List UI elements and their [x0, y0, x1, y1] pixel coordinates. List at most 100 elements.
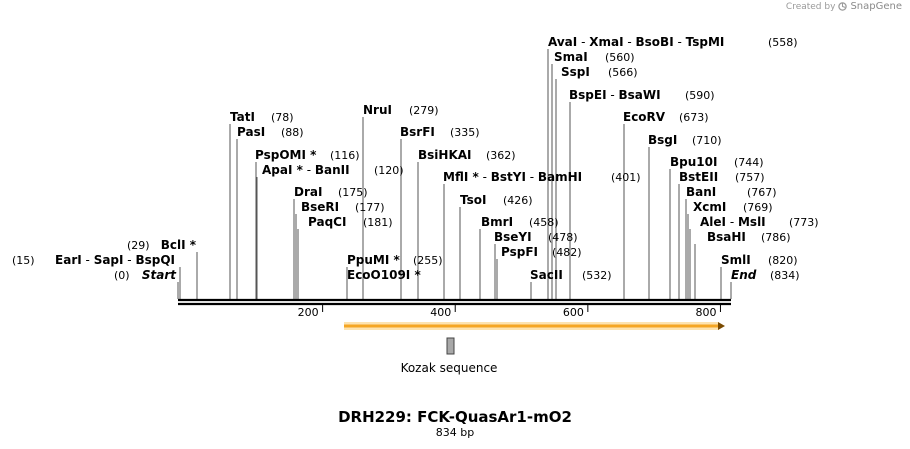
enzyme-name: PspOMI *	[255, 148, 317, 162]
site-position: (116)	[330, 149, 360, 162]
site-label: EarI - SapI - BspQI	[55, 253, 175, 267]
site-label: PasI	[237, 125, 265, 139]
site-position: (769)	[743, 201, 773, 214]
site-label: BspEI - BsaWI	[569, 88, 661, 102]
enzyme-name: BanI	[686, 185, 716, 199]
site-position: (181)	[363, 216, 393, 229]
enzyme-name: XmaI	[589, 35, 623, 49]
site-label: BseRI	[301, 200, 339, 214]
site-label: XcmI	[693, 200, 726, 214]
ruler-tick-label: 200	[298, 306, 319, 319]
features: Kozak sequence	[344, 322, 725, 375]
enzyme-name: BsiHKAI	[418, 148, 472, 162]
site-label: BsrFI	[400, 125, 435, 139]
enzyme-name: BsrFI	[400, 125, 435, 139]
enzyme-name: BclI *	[161, 238, 197, 252]
kozak-label: Kozak sequence	[401, 361, 498, 375]
site-position: (820)	[768, 254, 798, 267]
orf-arrow-head	[718, 322, 725, 330]
site-position: (255)	[413, 254, 443, 267]
enzyme-name: EcoO109I *	[347, 268, 421, 282]
ruler: 200 400 600 800	[298, 305, 721, 319]
site-labels: AvaI - XmaI - BsoBI - TspMI (558) SmaI (560…	[12, 35, 819, 282]
site-position: (744)	[734, 156, 764, 169]
site-separator: -	[479, 170, 491, 184]
plasmid-title: DRH229: FCK-QuasAr1-mO2	[338, 408, 572, 426]
site-separator: -	[726, 215, 738, 229]
site-position: (15)	[12, 254, 35, 267]
kozak-feature	[446, 337, 455, 355]
site-separator: -	[82, 253, 94, 267]
backbone	[178, 298, 731, 306]
site-position: (29)	[127, 239, 150, 252]
site-position: (335)	[450, 126, 480, 139]
enzyme-name: SapI	[94, 253, 124, 267]
site-position: (560)	[605, 51, 635, 64]
site-label: SspI	[561, 65, 590, 79]
credit-prefix: Created by	[785, 1, 836, 12]
enzyme-name: EarI	[55, 253, 82, 267]
site-position: (426)	[503, 194, 533, 207]
site-position: (0)	[114, 269, 130, 282]
enzyme-name: AleI	[700, 215, 726, 229]
site-position: (566)	[608, 66, 638, 79]
enzyme-name: BsaWI	[619, 88, 661, 102]
ruler-tick-label: 600	[563, 306, 584, 319]
credit: Created by SnapGene	[786, 1, 902, 12]
site-label: TatI	[230, 110, 255, 124]
site-position: (710)	[692, 134, 722, 147]
site-position: (786)	[761, 231, 791, 244]
enzyme-name: TsoI	[460, 193, 486, 207]
site-separator: -	[624, 35, 636, 49]
site-label: SmlI	[721, 253, 751, 267]
credit-brand: SnapGene	[850, 1, 902, 12]
site-position: (773)	[789, 216, 819, 229]
enzyme-name: PasI	[237, 125, 265, 139]
site-position: (482)	[552, 246, 582, 259]
site-position: (279)	[409, 104, 439, 117]
plasmid-length: 834 bp	[435, 426, 475, 439]
site-separator: -	[577, 35, 589, 49]
site-position: (120)	[374, 164, 404, 177]
site-separator: -	[607, 88, 619, 102]
site-label: PpuMI *	[347, 253, 401, 267]
enzyme-name: SspI	[561, 65, 590, 79]
site-position: (532)	[582, 269, 612, 282]
site-label: TsoI	[460, 193, 486, 207]
enzyme-name: BseYI	[494, 230, 532, 244]
site-label: AvaI - XmaI - BsoBI - TspMI	[548, 35, 724, 49]
enzyme-name: BamHI	[538, 170, 582, 184]
enzyme-name: BstYI	[491, 170, 526, 184]
site-label: Start	[142, 268, 177, 282]
enzyme-name: SmlI	[721, 253, 751, 267]
enzyme-name: BstEII	[679, 170, 718, 184]
site-label: BclI *	[161, 238, 197, 252]
enzyme-name: BsaHI	[707, 230, 746, 244]
site-label: EcoO109I *	[347, 268, 421, 282]
site-label: PspOMI *	[255, 148, 317, 162]
enzyme-name: XcmI	[693, 200, 726, 214]
site-separator: -	[674, 35, 686, 49]
site-lines	[177, 49, 732, 299]
site-label: AleI - MslI	[700, 215, 766, 229]
site-label: MflI * - BstYI - BamHI	[443, 170, 582, 184]
enzyme-name: BmrI	[481, 215, 513, 229]
enzyme-name: DraI	[294, 185, 322, 199]
site-position: (558)	[768, 36, 798, 49]
enzyme-name: TspMI	[686, 35, 725, 49]
site-position: (478)	[548, 231, 578, 244]
site-label: End	[731, 268, 757, 282]
enzyme-name: BspEI	[569, 88, 607, 102]
enzyme-name: MslI	[738, 215, 766, 229]
enzyme-name: BsgI	[648, 133, 677, 147]
site-label: BanI	[686, 185, 716, 199]
site-label: SmaI	[554, 50, 588, 64]
site-label: ApaI * - BanII	[262, 163, 350, 177]
site-position: (78)	[271, 111, 294, 124]
enzyme-name: PaqCI	[308, 215, 346, 229]
site-label: BmrI	[481, 215, 513, 229]
site-position: (590)	[685, 89, 715, 102]
site-label: DraI	[294, 185, 322, 199]
site-position: (673)	[679, 111, 709, 124]
